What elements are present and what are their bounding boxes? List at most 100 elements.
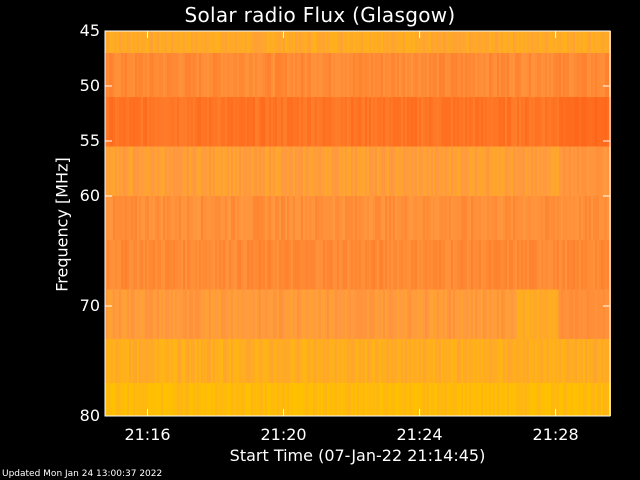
x-tick-label: 21:28 xyxy=(532,425,579,444)
spectrogram-cell xyxy=(505,383,507,416)
spectrogram-cell xyxy=(337,289,339,339)
spectrogram-cell xyxy=(177,196,179,240)
spectrogram-cell xyxy=(259,31,261,53)
spectrogram-cell xyxy=(493,240,495,290)
spectrogram-cell xyxy=(109,339,111,383)
spectrogram-cell xyxy=(441,339,443,383)
spectrogram-cell xyxy=(287,97,289,147)
spectrogram-cell xyxy=(395,383,397,416)
spectrogram-cell xyxy=(307,31,309,53)
spectrogram-cell xyxy=(415,339,417,383)
spectrogram-cell xyxy=(171,53,173,97)
spectrogram-cell xyxy=(133,240,135,290)
spectrogram-cell xyxy=(517,196,519,240)
spectrogram-cell xyxy=(191,240,193,290)
spectrogram-cell xyxy=(185,146,187,196)
spectrogram-cell xyxy=(573,383,575,416)
spectrogram-cell xyxy=(347,31,349,53)
spectrogram-cell xyxy=(209,97,211,147)
spectrogram-cell xyxy=(255,289,257,339)
spectrogram-cell xyxy=(189,240,191,290)
spectrogram-cell xyxy=(183,31,185,53)
spectrogram-cell xyxy=(197,31,199,53)
spectrogram-cell xyxy=(329,31,331,53)
spectrogram-cell xyxy=(247,97,249,147)
spectrogram-cell xyxy=(559,339,561,383)
spectrogram-cell xyxy=(337,196,339,240)
spectrogram-cell xyxy=(607,196,609,240)
spectrogram-cell xyxy=(437,53,439,97)
spectrogram-cell xyxy=(265,240,267,290)
spectrogram-cell xyxy=(415,383,417,416)
spectrogram-cell xyxy=(373,339,375,383)
spectrogram-cell xyxy=(531,196,533,240)
spectrogram-cell xyxy=(335,383,337,416)
spectrogram-cell xyxy=(503,289,505,339)
spectrogram-cell xyxy=(413,240,415,290)
spectrogram-cell xyxy=(599,31,601,53)
spectrogram-cell xyxy=(467,146,469,196)
spectrogram-cell xyxy=(567,289,569,339)
spectrogram-cell xyxy=(155,289,157,339)
spectrogram-cell xyxy=(447,240,449,290)
spectrogram-cell xyxy=(327,146,329,196)
spectrogram-cell xyxy=(447,289,449,339)
spectrogram-cell xyxy=(445,383,447,416)
spectrogram-cell xyxy=(345,146,347,196)
spectrogram-cell xyxy=(547,146,549,196)
spectrogram-cell xyxy=(563,289,565,339)
spectrogram-cell xyxy=(153,146,155,196)
spectrogram-cell xyxy=(175,383,177,416)
spectrogram-cell xyxy=(433,339,435,383)
spectrogram-cell xyxy=(507,240,509,290)
spectrogram-cell xyxy=(151,97,153,147)
spectrogram-cell xyxy=(605,97,607,147)
spectrogram-cell xyxy=(363,240,365,290)
spectrogram-cell xyxy=(579,289,581,339)
spectrogram-cell xyxy=(579,53,581,97)
spectrogram-cell xyxy=(171,196,173,240)
spectrogram-cell xyxy=(395,146,397,196)
spectrogram-cell xyxy=(603,31,605,53)
spectrogram-cell xyxy=(549,383,551,416)
spectrogram-cell xyxy=(265,339,267,383)
spectrogram-cell xyxy=(117,53,119,97)
spectrogram-cell xyxy=(119,53,121,97)
spectrogram-cell xyxy=(553,383,555,416)
spectrogram-cell xyxy=(297,196,299,240)
spectrogram-cell xyxy=(543,383,545,416)
spectrogram-cell xyxy=(377,240,379,290)
spectrogram-cell xyxy=(271,196,273,240)
spectrogram-cell xyxy=(589,97,591,147)
spectrogram-cell xyxy=(393,146,395,196)
spectrogram-cell xyxy=(161,383,163,416)
spectrogram-cell xyxy=(419,339,421,383)
spectrogram-cell xyxy=(507,196,509,240)
spectrogram-cell xyxy=(301,289,303,339)
spectrogram-cell xyxy=(243,240,245,290)
spectrogram-cell xyxy=(369,383,371,416)
spectrogram-cell xyxy=(239,383,241,416)
spectrogram-cell xyxy=(375,339,377,383)
spectrogram-cell xyxy=(125,240,127,290)
spectrogram-cell xyxy=(253,31,255,53)
spectrogram-cell xyxy=(371,97,373,147)
spectrogram-cell xyxy=(271,146,273,196)
spectrogram-cell xyxy=(587,53,589,97)
spectrogram-cell xyxy=(241,289,243,339)
spectrogram-cell xyxy=(127,289,129,339)
spectrogram-cell xyxy=(191,31,193,53)
spectrogram-cell xyxy=(341,196,343,240)
y-tick-label: 55 xyxy=(79,131,100,150)
spectrogram-cell xyxy=(249,240,251,290)
spectrogram-cell xyxy=(443,240,445,290)
spectrogram-cell xyxy=(275,31,277,53)
spectrogram-cell xyxy=(111,339,113,383)
spectrogram-cell xyxy=(363,31,365,53)
spectrogram-cell xyxy=(115,339,117,383)
spectrogram-cell xyxy=(525,53,527,97)
spectrogram-cell xyxy=(463,97,465,147)
spectrogram-cell xyxy=(347,339,349,383)
spectrogram-cell xyxy=(375,383,377,416)
spectrogram-cell xyxy=(453,146,455,196)
